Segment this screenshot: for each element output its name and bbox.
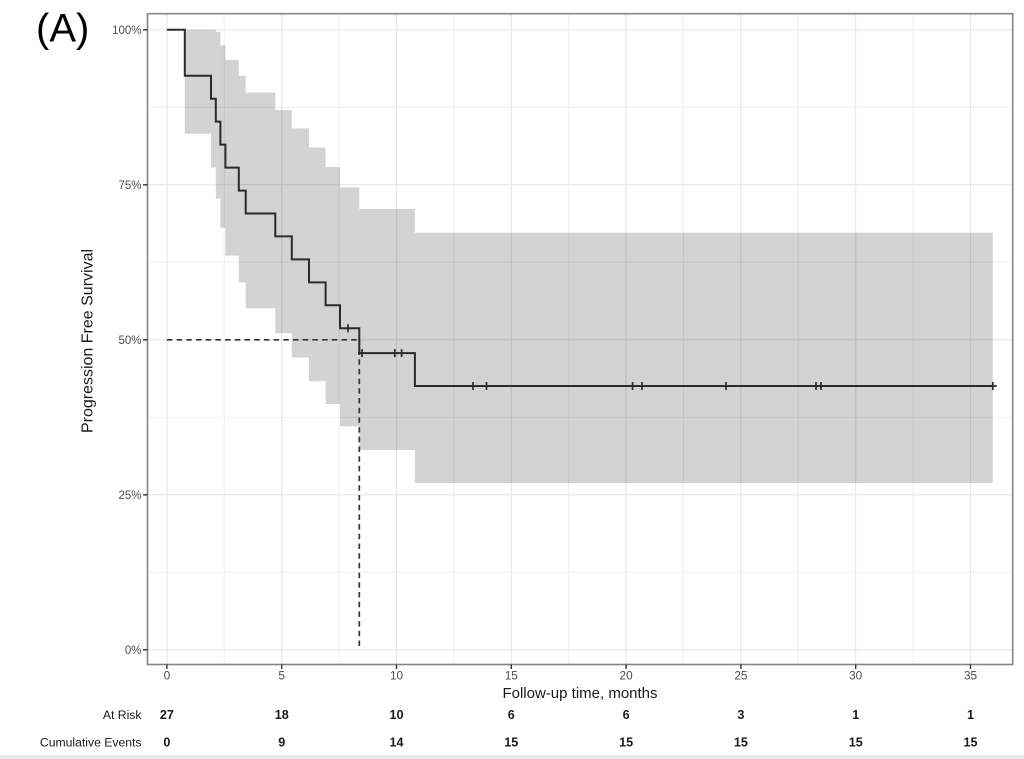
svg-text:Cumulative Events: Cumulative Events bbox=[40, 735, 142, 749]
svg-text:15: 15 bbox=[619, 735, 633, 749]
svg-text:At Risk: At Risk bbox=[103, 708, 143, 722]
svg-text:14: 14 bbox=[389, 735, 403, 749]
svg-text:35: 35 bbox=[964, 669, 978, 683]
svg-text:0: 0 bbox=[163, 735, 170, 749]
svg-text:18: 18 bbox=[275, 708, 289, 722]
svg-text:20: 20 bbox=[620, 669, 634, 683]
svg-text:1: 1 bbox=[852, 708, 859, 722]
svg-text:15: 15 bbox=[963, 735, 977, 749]
svg-text:100%: 100% bbox=[112, 25, 141, 37]
svg-text:15: 15 bbox=[504, 735, 518, 749]
svg-text:50%: 50% bbox=[118, 335, 141, 347]
svg-text:1: 1 bbox=[967, 708, 974, 722]
svg-text:6: 6 bbox=[508, 708, 515, 722]
svg-text:25: 25 bbox=[734, 669, 748, 683]
svg-text:10: 10 bbox=[389, 708, 403, 722]
svg-text:(A): (A) bbox=[36, 7, 89, 51]
svg-text:5: 5 bbox=[278, 669, 285, 683]
svg-text:6: 6 bbox=[623, 708, 630, 722]
svg-text:15: 15 bbox=[734, 735, 748, 749]
svg-text:0: 0 bbox=[164, 669, 171, 683]
svg-text:30: 30 bbox=[849, 669, 863, 683]
svg-text:27: 27 bbox=[160, 708, 174, 722]
svg-text:3: 3 bbox=[737, 708, 744, 722]
svg-text:10: 10 bbox=[390, 669, 404, 683]
svg-text:15: 15 bbox=[505, 669, 519, 683]
svg-text:9: 9 bbox=[278, 735, 285, 749]
svg-text:Progression Free Survival: Progression Free Survival bbox=[79, 249, 96, 433]
svg-text:Follow-up time, months: Follow-up time, months bbox=[502, 685, 657, 702]
svg-text:0%: 0% bbox=[125, 645, 142, 657]
svg-text:15: 15 bbox=[849, 735, 863, 749]
svg-text:75%: 75% bbox=[118, 180, 141, 192]
svg-text:25%: 25% bbox=[118, 490, 141, 502]
